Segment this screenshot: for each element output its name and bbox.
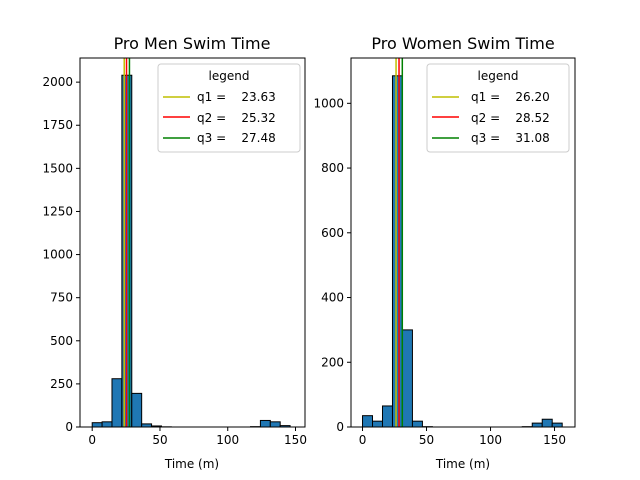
axes-frame — [350, 57, 576, 428]
histogram-bar — [401, 329, 413, 428]
histogram-bar — [391, 75, 403, 428]
legend-label-q3: q3 = 31.08 — [471, 131, 550, 145]
histogram-bar — [362, 415, 374, 428]
histogram-bar — [551, 422, 563, 428]
y-tick-label: 0 — [336, 420, 344, 434]
y-tick-label: 1250 — [42, 204, 73, 218]
men-swim-time-chart: Pro Men Swim Time 0 50 100 1500250500750100… — [42, 34, 307, 471]
y-tick-label: 2000 — [42, 75, 73, 89]
y-tick-label: 1000 — [42, 248, 73, 262]
legend-label-q2: q2 = 28.52 — [471, 111, 550, 125]
legend-box — [426, 63, 570, 153]
x-tick-label: 0 — [88, 433, 96, 447]
y-tick-label: 400 — [321, 291, 344, 305]
y-tick-label: 500 — [50, 334, 73, 348]
chart-title: Pro Women Swim Time — [371, 34, 554, 53]
histogram-bar — [111, 378, 123, 428]
x-tick-label: 150 — [284, 433, 307, 447]
x-axis-label: Time (m) — [435, 457, 490, 471]
histogram-bar — [531, 422, 543, 428]
histogram-bar — [101, 421, 113, 428]
x-tick-label: 50 — [419, 433, 434, 447]
y-tick-label: 1000 — [313, 96, 344, 110]
histogram-bar — [269, 421, 281, 428]
y-tick-label: 250 — [50, 377, 73, 391]
legend-title: legend — [209, 69, 250, 83]
legend-box — [157, 63, 301, 153]
histogram-bar — [381, 405, 393, 428]
histogram-bar — [91, 422, 103, 428]
histogram-bar — [541, 418, 553, 428]
x-tick-label: 0 — [359, 433, 367, 447]
x-tick-label: 100 — [216, 433, 239, 447]
histogram-bar — [411, 420, 423, 428]
x-tick-label: 150 — [543, 433, 566, 447]
y-tick-label: 750 — [50, 291, 73, 305]
legend: legend q1 = 23.63 q2 = 25.32 q3 = 27.48 — [157, 63, 301, 153]
legend-label-q1: q1 = 23.63 — [197, 90, 276, 104]
x-tick-label: 100 — [479, 433, 502, 447]
legend-label-q1: q1 = 26.20 — [471, 90, 550, 104]
chart-title: Pro Men Swim Time — [114, 34, 271, 53]
y-tick-label: 1500 — [42, 161, 73, 175]
legend-label-q3: q3 = 27.48 — [197, 131, 276, 145]
histogram-bar — [259, 419, 271, 428]
y-tick-label: 0 — [65, 420, 73, 434]
y-tick-label: 200 — [321, 355, 344, 369]
legend-label-q2: q2 = 25.32 — [197, 111, 276, 125]
y-tick-label: 1750 — [42, 118, 73, 132]
x-tick-label: 50 — [152, 433, 167, 447]
axes-frame — [79, 57, 306, 428]
y-tick-label: 800 — [321, 161, 344, 175]
histogram-bar — [131, 392, 143, 428]
legend: legend q1 = 26.20 q2 = 28.52 q3 = 31.08 — [426, 63, 570, 153]
histogram-bar — [372, 420, 383, 428]
y-tick-label: 600 — [321, 226, 344, 240]
women-swim-time-chart: Pro Women Swim Time 0 50 100 150 0 200 400 600 8… — [313, 34, 576, 471]
plot-area: 0 50 100 150 0 200 400 600 800 1000 — [313, 57, 576, 447]
legend-title: legend — [478, 69, 519, 83]
x-axis-label: Time (m) — [164, 457, 219, 471]
